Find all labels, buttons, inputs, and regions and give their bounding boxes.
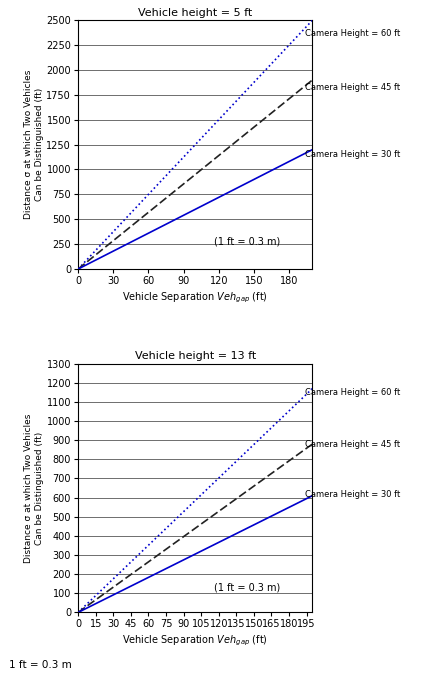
Text: 1 ft = 0.3 m: 1 ft = 0.3 m	[9, 660, 72, 670]
Text: Camera Height = 30 ft: Camera Height = 30 ft	[306, 150, 401, 159]
Text: (1 ft = 0.3 m): (1 ft = 0.3 m)	[214, 583, 280, 592]
Text: Camera Height = 60 ft: Camera Height = 60 ft	[306, 29, 401, 38]
Text: Camera Height = 30 ft: Camera Height = 30 ft	[306, 490, 401, 499]
Title: Vehicle height = 5 ft: Vehicle height = 5 ft	[138, 8, 253, 18]
Text: Camera Height = 60 ft: Camera Height = 60 ft	[306, 388, 401, 397]
Title: Vehicle height = 13 ft: Vehicle height = 13 ft	[135, 351, 256, 361]
Y-axis label: Distance σ at which Two Vehicles
Can be Distinguished (ft): Distance σ at which Two Vehicles Can be …	[24, 413, 44, 563]
Text: Camera Height = 45 ft: Camera Height = 45 ft	[306, 83, 401, 92]
Text: (1 ft = 0.3 m): (1 ft = 0.3 m)	[214, 236, 280, 246]
Y-axis label: Distance σ at which Two Vehicles
Can be Distinguished (ft): Distance σ at which Two Vehicles Can be …	[24, 70, 43, 219]
X-axis label: Vehicle Separation $\mathit{Veh_{gap}}$ (ft): Vehicle Separation $\mathit{Veh_{gap}}$ …	[122, 633, 268, 648]
X-axis label: Vehicle Separation $\mathit{Veh_{gap}}$ (ft): Vehicle Separation $\mathit{Veh_{gap}}$ …	[122, 290, 268, 305]
Text: Camera Height = 45 ft: Camera Height = 45 ft	[306, 440, 401, 450]
